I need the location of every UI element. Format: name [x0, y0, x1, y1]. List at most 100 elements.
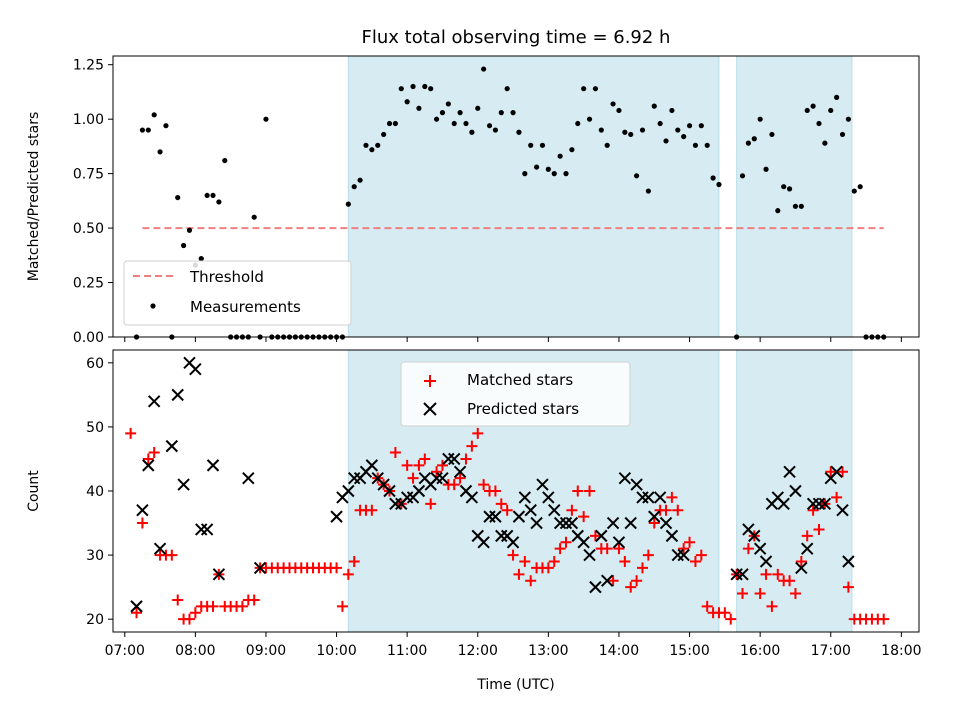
- measurement-point: [816, 120, 822, 127]
- top-y-tick-label: 0.75: [73, 167, 104, 183]
- predicted-stars-point: [818, 497, 832, 511]
- predicted-stars-point: [147, 395, 161, 408]
- bottom-y-tick-label: 40: [86, 484, 104, 500]
- predicted-stars-point: [136, 504, 149, 517]
- matched-stars-point: [478, 479, 490, 491]
- measurement-point: [263, 116, 269, 122]
- predicted-stars-point: [583, 548, 596, 562]
- predicted-stars-point: [783, 465, 796, 478]
- predicted-stars-point: [200, 523, 214, 536]
- measurement-point: [151, 112, 157, 118]
- measurement-point: [675, 127, 681, 133]
- measurement-point: [622, 129, 628, 135]
- predicted-stars-point: [642, 491, 655, 504]
- predicted-stars-point: [830, 465, 843, 478]
- matched-stars-point: [742, 543, 754, 555]
- measurement-point: [639, 127, 646, 133]
- measurement-point: [739, 173, 746, 179]
- matched-stars-point: [519, 556, 531, 567]
- measurement-point: [604, 142, 610, 148]
- matched-stars-point: [136, 517, 148, 529]
- predicted-stars-point: [453, 465, 467, 478]
- matched-stars-point: [501, 504, 513, 516]
- matched-stars-point: [842, 581, 854, 593]
- x-tick-label: 08:00: [175, 643, 215, 659]
- matched-stars-point: [183, 613, 195, 625]
- measurement-point: [857, 184, 863, 190]
- x-tick-label: 07:00: [105, 643, 145, 659]
- measurement-point: [575, 120, 581, 127]
- matched-stars-point: [401, 459, 413, 471]
- measurement-point: [828, 107, 834, 114]
- measurement-point: [410, 83, 416, 90]
- matched-stars-point: [342, 568, 354, 580]
- matched-stars-point: [413, 459, 425, 471]
- predicted-stars-point: [648, 510, 661, 523]
- measurement-point: [463, 120, 469, 127]
- predicted-stars-point: [342, 484, 355, 498]
- matched-stars-point: [601, 543, 613, 555]
- measurement-point: [433, 116, 440, 122]
- predicted-stars-point: [612, 536, 626, 549]
- measurement-point: [775, 208, 781, 214]
- measurement-point: [422, 83, 428, 90]
- predicted-stars-point: [506, 536, 520, 549]
- matched-stars-point: [142, 453, 154, 465]
- matched-stars-point: [589, 530, 601, 542]
- matched-stars-point: [166, 549, 178, 561]
- top-panel: 0.00 0.25 0.50 0.75 1.00 1.25 Flux total obse…: [26, 27, 920, 346]
- predicted-stars-point: [348, 471, 361, 485]
- matched-stars-point: [789, 588, 801, 600]
- measurement-point: [198, 255, 204, 262]
- matched-stars-point: [542, 562, 554, 574]
- measurement-point: [557, 153, 563, 159]
- measurement-point: [845, 116, 852, 122]
- matched-stars-point: [448, 479, 460, 491]
- predicted-stars-point: [548, 504, 561, 517]
- matched-stars-point: [584, 485, 596, 497]
- measurement-point: [610, 101, 616, 107]
- predicted-stars-point: [789, 484, 802, 498]
- measurement-point: [186, 227, 193, 233]
- measurement-point: [645, 188, 651, 194]
- predicted-stars-point: [671, 548, 684, 562]
- measurement-point: [851, 188, 857, 194]
- measurement-point: [592, 86, 599, 92]
- top-legend-box: [123, 260, 352, 326]
- matched-stars-point: [760, 568, 772, 580]
- measurement-point: [616, 107, 622, 114]
- matched-stars-point: [366, 504, 378, 516]
- predicted-stars-point: [842, 555, 855, 568]
- measurement-point: [598, 127, 604, 133]
- predicted-stars-point: [383, 484, 396, 498]
- measurement-point: [839, 131, 846, 138]
- predicted-stars-point: [595, 529, 608, 543]
- legend-measurements-swatch: [150, 303, 156, 309]
- measurement-point: [569, 147, 575, 153]
- bottom-legend: Matched stars Predicted stars: [400, 361, 631, 427]
- bottom-y-tick-label: 50: [86, 420, 104, 436]
- measurement-point: [386, 120, 393, 127]
- predicted-stars-point: [806, 497, 820, 511]
- matched-stars-point: [525, 575, 537, 587]
- matched-stars-point: [125, 427, 137, 439]
- matched-stars-point: [754, 588, 766, 600]
- predicted-stars-point: [465, 491, 479, 504]
- predicted-stars-point: [759, 555, 773, 568]
- predicted-stars-point: [777, 497, 790, 511]
- x-tick-label: 15:00: [669, 643, 709, 659]
- matched-stars-point: [407, 472, 419, 484]
- predicted-stars-point: [589, 580, 602, 594]
- measurement-point: [792, 203, 799, 209]
- matched-stars-point: [619, 556, 631, 567]
- predicted-stars-point: [430, 471, 443, 485]
- measurement-point: [504, 86, 510, 92]
- x-axis-label: Time (UTC): [476, 677, 554, 693]
- bottom-y-tick-label: 20: [86, 612, 104, 628]
- measurement-point: [475, 105, 481, 111]
- measurement-point: [492, 127, 499, 133]
- measurement-point: [810, 103, 816, 109]
- predicted-stars-point: [195, 523, 208, 536]
- matched-stars-point: [207, 600, 219, 612]
